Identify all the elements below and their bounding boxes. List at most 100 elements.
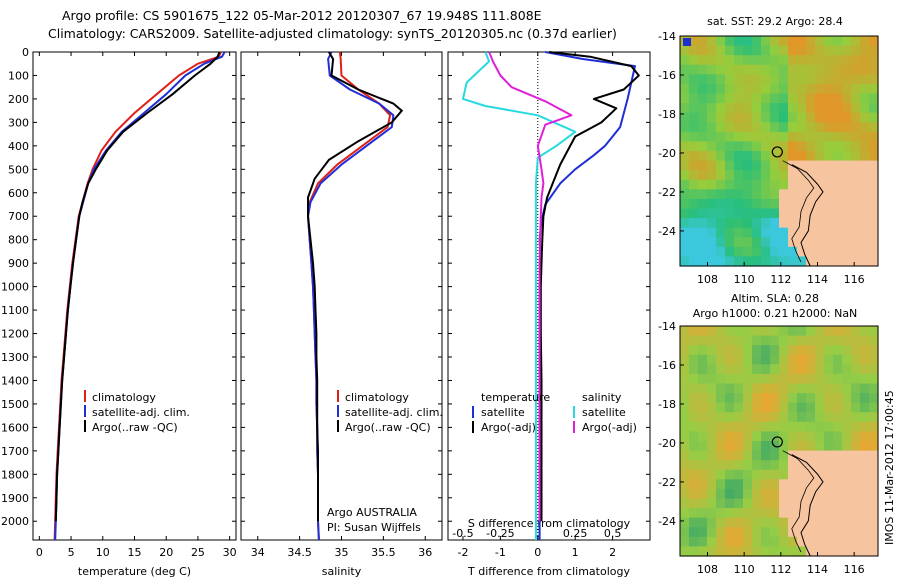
map-cell [806,170,816,181]
map-cell [770,450,780,461]
map-cell [752,469,762,480]
map-cell [860,83,870,95]
map-cell [779,208,789,219]
map-cell [842,45,852,56]
map-cell [707,450,717,461]
map-cell [689,246,699,258]
map-cell [788,189,798,200]
map-cell [842,179,852,190]
map-cell [743,450,753,461]
map-cell [788,345,798,356]
map-cell [824,450,834,461]
x-tick-label: 20 [159,546,173,559]
map-cell [707,189,717,200]
map-cell [806,237,816,248]
map-cell [788,488,798,500]
map-cell [752,354,762,365]
map-cell [851,383,861,394]
map-cell [869,112,879,123]
map-cell [842,373,852,385]
map-cell [797,431,807,442]
map-cell [680,141,690,152]
map-cell [698,36,708,47]
map-cell [734,431,744,442]
map-cell [761,479,771,490]
map-cell [707,237,717,248]
y-tick-label: -22 [658,186,676,199]
map-cell [860,354,870,365]
map-cell [698,103,708,114]
map-cell [689,227,699,238]
map-cell [689,218,699,229]
map-cell [689,160,699,171]
map-cell [689,546,699,557]
map-cell [860,208,870,219]
map-cell [797,208,807,219]
map-cell [743,479,753,490]
map-cell [716,189,726,200]
map-cell [707,131,717,143]
map-cell [797,112,807,123]
isobath [782,450,815,553]
map-cell [689,103,699,114]
map-cell [770,460,780,471]
map-cell [743,103,753,114]
series-line-2 [307,51,403,522]
map-cell [725,479,735,490]
map-cell [806,64,816,75]
map-cell [842,517,852,528]
y-tick-label: 1500 [1,398,29,411]
map-cell [725,326,735,337]
legend-label: satellite-adj. clim. [345,406,443,419]
map-cell [851,227,861,238]
map-cell [761,208,771,219]
map-cell [698,431,708,442]
map-cell [851,208,861,219]
map-cell [833,122,843,133]
s-tick-label: 0 [534,527,541,540]
map-cell [869,527,879,538]
y-tick-label: -20 [658,437,676,450]
map-cell [734,373,744,385]
map-cell [833,189,843,200]
map-cell [707,74,717,85]
map-cell [815,141,825,152]
map-cell [680,227,690,238]
map-cell [779,198,789,210]
map-cell [752,517,762,528]
map-cell [770,112,780,123]
map-cell [743,517,753,528]
map-cell [842,460,852,471]
x-tick-label: -1 [495,546,506,559]
map-cell [761,431,771,442]
map-cell [851,469,861,480]
map-cell [743,246,753,258]
map-cell [869,402,879,413]
map-cell [752,393,762,404]
map-cell [716,517,726,528]
map-cell [707,402,717,413]
map-cell [752,479,762,490]
map-cell [698,198,708,210]
map-cell [752,335,762,346]
map-cell [770,36,780,47]
map-cell [725,335,735,346]
map-cell [770,326,780,337]
map-cell [851,450,861,461]
y-tick-label: 300 [8,116,29,129]
map-cell [698,383,708,394]
map-cell [770,141,780,152]
map-cell [680,189,690,200]
map-cell [770,198,780,210]
map-cell [707,460,717,471]
map-cell [860,479,870,490]
map-cell [734,326,744,337]
map-cell [860,227,870,238]
map-cell [869,498,879,509]
map-cell [734,160,744,171]
map-cell [725,517,735,528]
map-cell [752,373,762,385]
map-cell [752,527,762,538]
map-cell [734,498,744,509]
map-cell [788,83,798,95]
